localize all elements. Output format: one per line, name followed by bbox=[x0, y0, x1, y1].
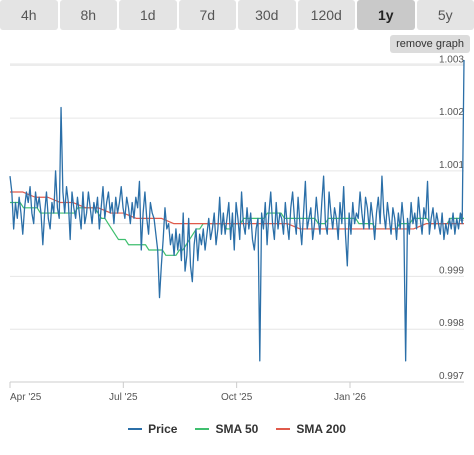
y-tick-label: 1.002 bbox=[439, 107, 464, 118]
legend-label-sma200: SMA 200 bbox=[296, 422, 346, 436]
legend-item-sma200[interactable]: SMA 200 bbox=[276, 422, 346, 436]
legend-item-price[interactable]: Price bbox=[128, 422, 177, 436]
legend-swatch-price bbox=[128, 428, 143, 430]
x-axis: Apr '25 Jul '25 Oct '25 Jan '26 bbox=[9, 381, 464, 403]
timeframe-tabs: 4h 8h 1d 7d 30d 120d 1y 5y bbox=[0, 0, 474, 30]
x-tick-label: Oct '25 bbox=[221, 392, 253, 403]
chart-legend: Price SMA 50 SMA 200 bbox=[0, 418, 474, 440]
x-tick-label: Jan '26 bbox=[334, 392, 366, 403]
chart-series bbox=[9, 59, 465, 362]
legend-label-sma50: SMA 50 bbox=[215, 422, 259, 436]
tab-8h[interactable]: 8h bbox=[59, 0, 117, 30]
y-tick-label: 1.001 bbox=[439, 160, 464, 171]
legend-swatch-sma50 bbox=[195, 428, 210, 430]
tab-120d[interactable]: 120d bbox=[297, 0, 355, 30]
remove-graph-button[interactable]: remove graph bbox=[390, 35, 470, 53]
tab-7d[interactable]: 7d bbox=[178, 0, 236, 30]
y-tick-label: 0.999 bbox=[439, 265, 464, 276]
x-tick-label: Apr '25 bbox=[10, 392, 42, 403]
tab-30d[interactable]: 30d bbox=[238, 0, 296, 30]
tab-1d[interactable]: 1d bbox=[119, 0, 177, 30]
y-tick-label: 0.997 bbox=[439, 371, 464, 382]
legend-label-price: Price bbox=[148, 422, 178, 436]
tab-5y[interactable]: 5y bbox=[416, 0, 474, 30]
series-line-price bbox=[9, 59, 465, 362]
x-tick-label: Jul '25 bbox=[109, 392, 138, 403]
y-tick-label: 1.003 bbox=[439, 54, 464, 65]
legend-item-sma50[interactable]: SMA 50 bbox=[195, 422, 258, 436]
legend-swatch-sma200 bbox=[276, 428, 291, 430]
y-tick-label: 0.998 bbox=[439, 318, 464, 329]
series-line-sma200 bbox=[10, 191, 464, 230]
tab-4h[interactable]: 4h bbox=[0, 0, 58, 30]
chart-grid bbox=[10, 63, 464, 383]
tab-1y[interactable]: 1y bbox=[357, 0, 415, 30]
